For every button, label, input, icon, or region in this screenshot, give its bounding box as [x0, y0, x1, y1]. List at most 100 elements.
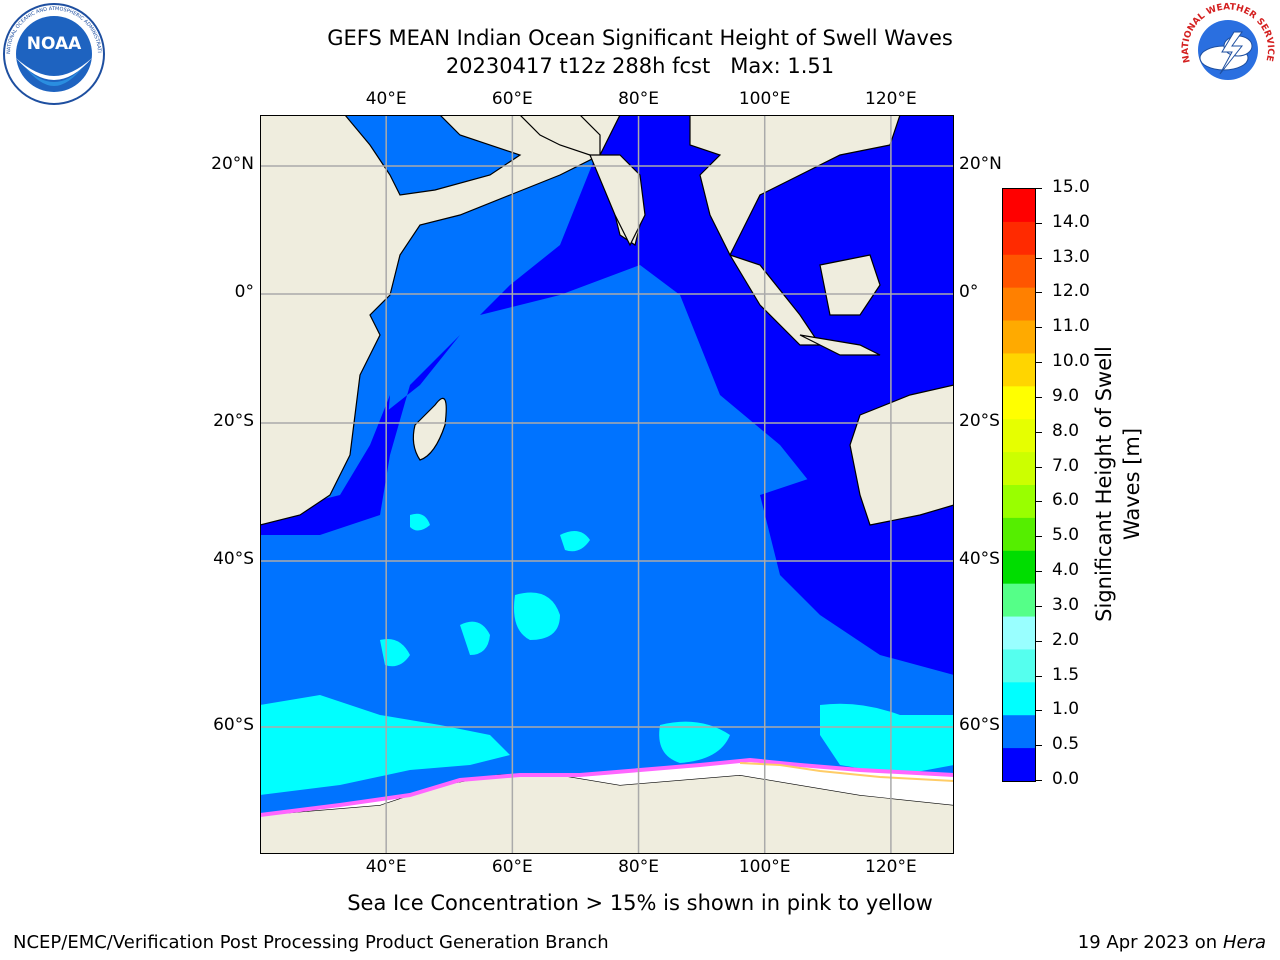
colorbar-segment [1003, 254, 1035, 289]
colorbar-tick-mark [1035, 710, 1042, 712]
colorbar-tick-mark [1035, 745, 1042, 747]
colorbar-tick-label: 10.0 [1052, 351, 1090, 372]
colorbar-segment [1003, 485, 1035, 519]
lat-tick-left: 60°S [213, 715, 254, 735]
colorbar-tick-mark [1035, 466, 1042, 468]
colorbar-tick-label: 1.5 [1052, 664, 1080, 685]
colorbar-tick-mark [1035, 327, 1042, 329]
low-swell-region-north [380, 115, 954, 635]
noaa-logo: NOAA NATIONAL OCEANIC AND ATMOSPHERIC AD… [0, 0, 106, 106]
colorbar-tick-label: 9.0 [1052, 385, 1080, 406]
colorbar-tick-label: 15.0 [1052, 177, 1090, 197]
colorbar-segment [1003, 583, 1035, 618]
colorbar-tick-label: 8.0 [1052, 420, 1080, 441]
colorbar-segment [1003, 649, 1035, 683]
colorbar-tick-label: 0.5 [1052, 734, 1080, 755]
lat-tick-right: 20°N [959, 154, 1002, 174]
colorbar-tick-mark [1035, 222, 1042, 224]
lat-tick-left: 0° [234, 282, 254, 302]
java-land [799, 334, 881, 356]
map-subtitle: 20230417 t12z 288h fcst Max: 1.51 [445, 54, 835, 78]
colorbar-label-line1: Significant Height of Swell [1092, 346, 1116, 622]
colorbar-tick-mark [1035, 188, 1042, 189]
colorbar-tick-label: 6.0 [1052, 490, 1080, 511]
lon-tick-top: 40°E [365, 89, 407, 109]
footer-date-text: 19 Apr 2023 on [1077, 932, 1223, 953]
swell-height-map [259, 114, 955, 855]
colorbar-segment [1003, 287, 1035, 322]
colorbar-segment [1003, 221, 1035, 256]
colorbar-tick-label: 11.0 [1052, 316, 1090, 337]
lon-tick-top: 80°E [618, 89, 659, 109]
colorbar-tick-label: 2.0 [1052, 629, 1080, 650]
lat-tick-right: 20°S [959, 411, 1000, 431]
svg-text:NOAA: NOAA [27, 34, 82, 54]
colorbar-tick-mark [1035, 605, 1042, 607]
lon-tick-top: 100°E [738, 89, 791, 109]
colorbar-segment [1003, 682, 1035, 716]
sea-ice-yellow [739, 762, 955, 782]
india-peninsula-land [589, 154, 646, 247]
lon-tick-bottom: 40°E [365, 857, 407, 877]
lon-tick-bottom: 60°E [491, 857, 533, 877]
colorbar-tick-mark [1035, 257, 1042, 259]
colorbar-segment [1003, 715, 1035, 749]
colorbar-segment [1003, 517, 1035, 552]
sea-ice-white [260, 760, 954, 815]
low-swell-region-west [260, 395, 390, 535]
colorbar-tick-label: 13.0 [1052, 246, 1090, 267]
footer-machine: Hera [1222, 932, 1266, 953]
footer-credit: NCEP/EMC/Verification Post Processing Pr… [13, 932, 609, 953]
colorbar-segment [1003, 550, 1035, 585]
colorbar-tick-label: 7.0 [1052, 455, 1080, 476]
lon-tick-bottom: 80°E [618, 857, 659, 877]
lon-tick-top: 60°E [491, 89, 533, 109]
colorbar-tick-label: 0.0 [1052, 769, 1080, 789]
sea-ice-caption: Sea Ice Concentration > 15% is shown in … [347, 891, 933, 915]
sea-ice-edge [259, 757, 955, 817]
colorbar-tick-mark [1035, 536, 1042, 538]
australia-land [849, 384, 955, 526]
nws-logo: NATIONAL WEATHER SERVICE [1176, 2, 1280, 106]
colorbar-segment [1003, 320, 1035, 354]
footer-date: 19 Apr 2023 on Hera [1078, 932, 1266, 953]
colorbar-tick-mark [1035, 780, 1042, 781]
colorbar-tick-label: 4.0 [1052, 560, 1080, 581]
colorbar-tick-mark [1035, 396, 1042, 398]
madagascar-land [412, 397, 447, 461]
high-swell-patches [260, 513, 954, 795]
colorbar-tick-mark [1035, 362, 1042, 364]
colorbar-segment [1003, 353, 1035, 387]
colorbar-segment [1003, 189, 1035, 223]
colorbar-tick-label: 12.0 [1052, 281, 1090, 302]
colorbar-tick-mark [1035, 501, 1042, 503]
lat-tick-right: 0° [959, 282, 979, 302]
map-title: GEFS MEAN Indian Ocean Significant Heigh… [327, 26, 953, 50]
colorbar-segment [1003, 452, 1035, 486]
colorbar-label: Significant Height of Swell Waves [m] [1090, 294, 1146, 674]
colorbar-tick-mark [1035, 571, 1042, 573]
lat-tick-right: 60°S [959, 715, 1000, 735]
map-frame [260, 115, 954, 854]
colorbar-label-line2: Waves [m] [1120, 427, 1144, 541]
colorbar-segment [1003, 386, 1035, 420]
lon-tick-bottom: 100°E [738, 857, 791, 877]
colorbar-tick-mark [1035, 675, 1042, 677]
colorbar-segment [1003, 616, 1035, 650]
lon-tick-bottom: 120°E [865, 857, 917, 877]
lat-tick-right: 40°S [959, 549, 1000, 569]
colorbar-tick-label: 3.0 [1052, 594, 1080, 615]
low-swell-region-east [760, 475, 954, 675]
lat-tick-left: 40°S [213, 549, 254, 569]
borneo-land [819, 254, 881, 316]
colorbar-segment [1003, 748, 1035, 782]
colorbar-tick-mark [1035, 292, 1042, 294]
colorbar-tick-mark [1035, 640, 1042, 642]
colorbar-segment [1003, 419, 1035, 453]
colorbar-tick-label: 14.0 [1052, 211, 1090, 232]
southeast-asia-land [689, 114, 901, 257]
colorbar-tick-label: 1.0 [1052, 699, 1080, 720]
lat-tick-left: 20°N [211, 154, 254, 174]
lon-tick-top: 120°E [865, 89, 917, 109]
colorbar-tick-label: 5.0 [1052, 525, 1080, 546]
